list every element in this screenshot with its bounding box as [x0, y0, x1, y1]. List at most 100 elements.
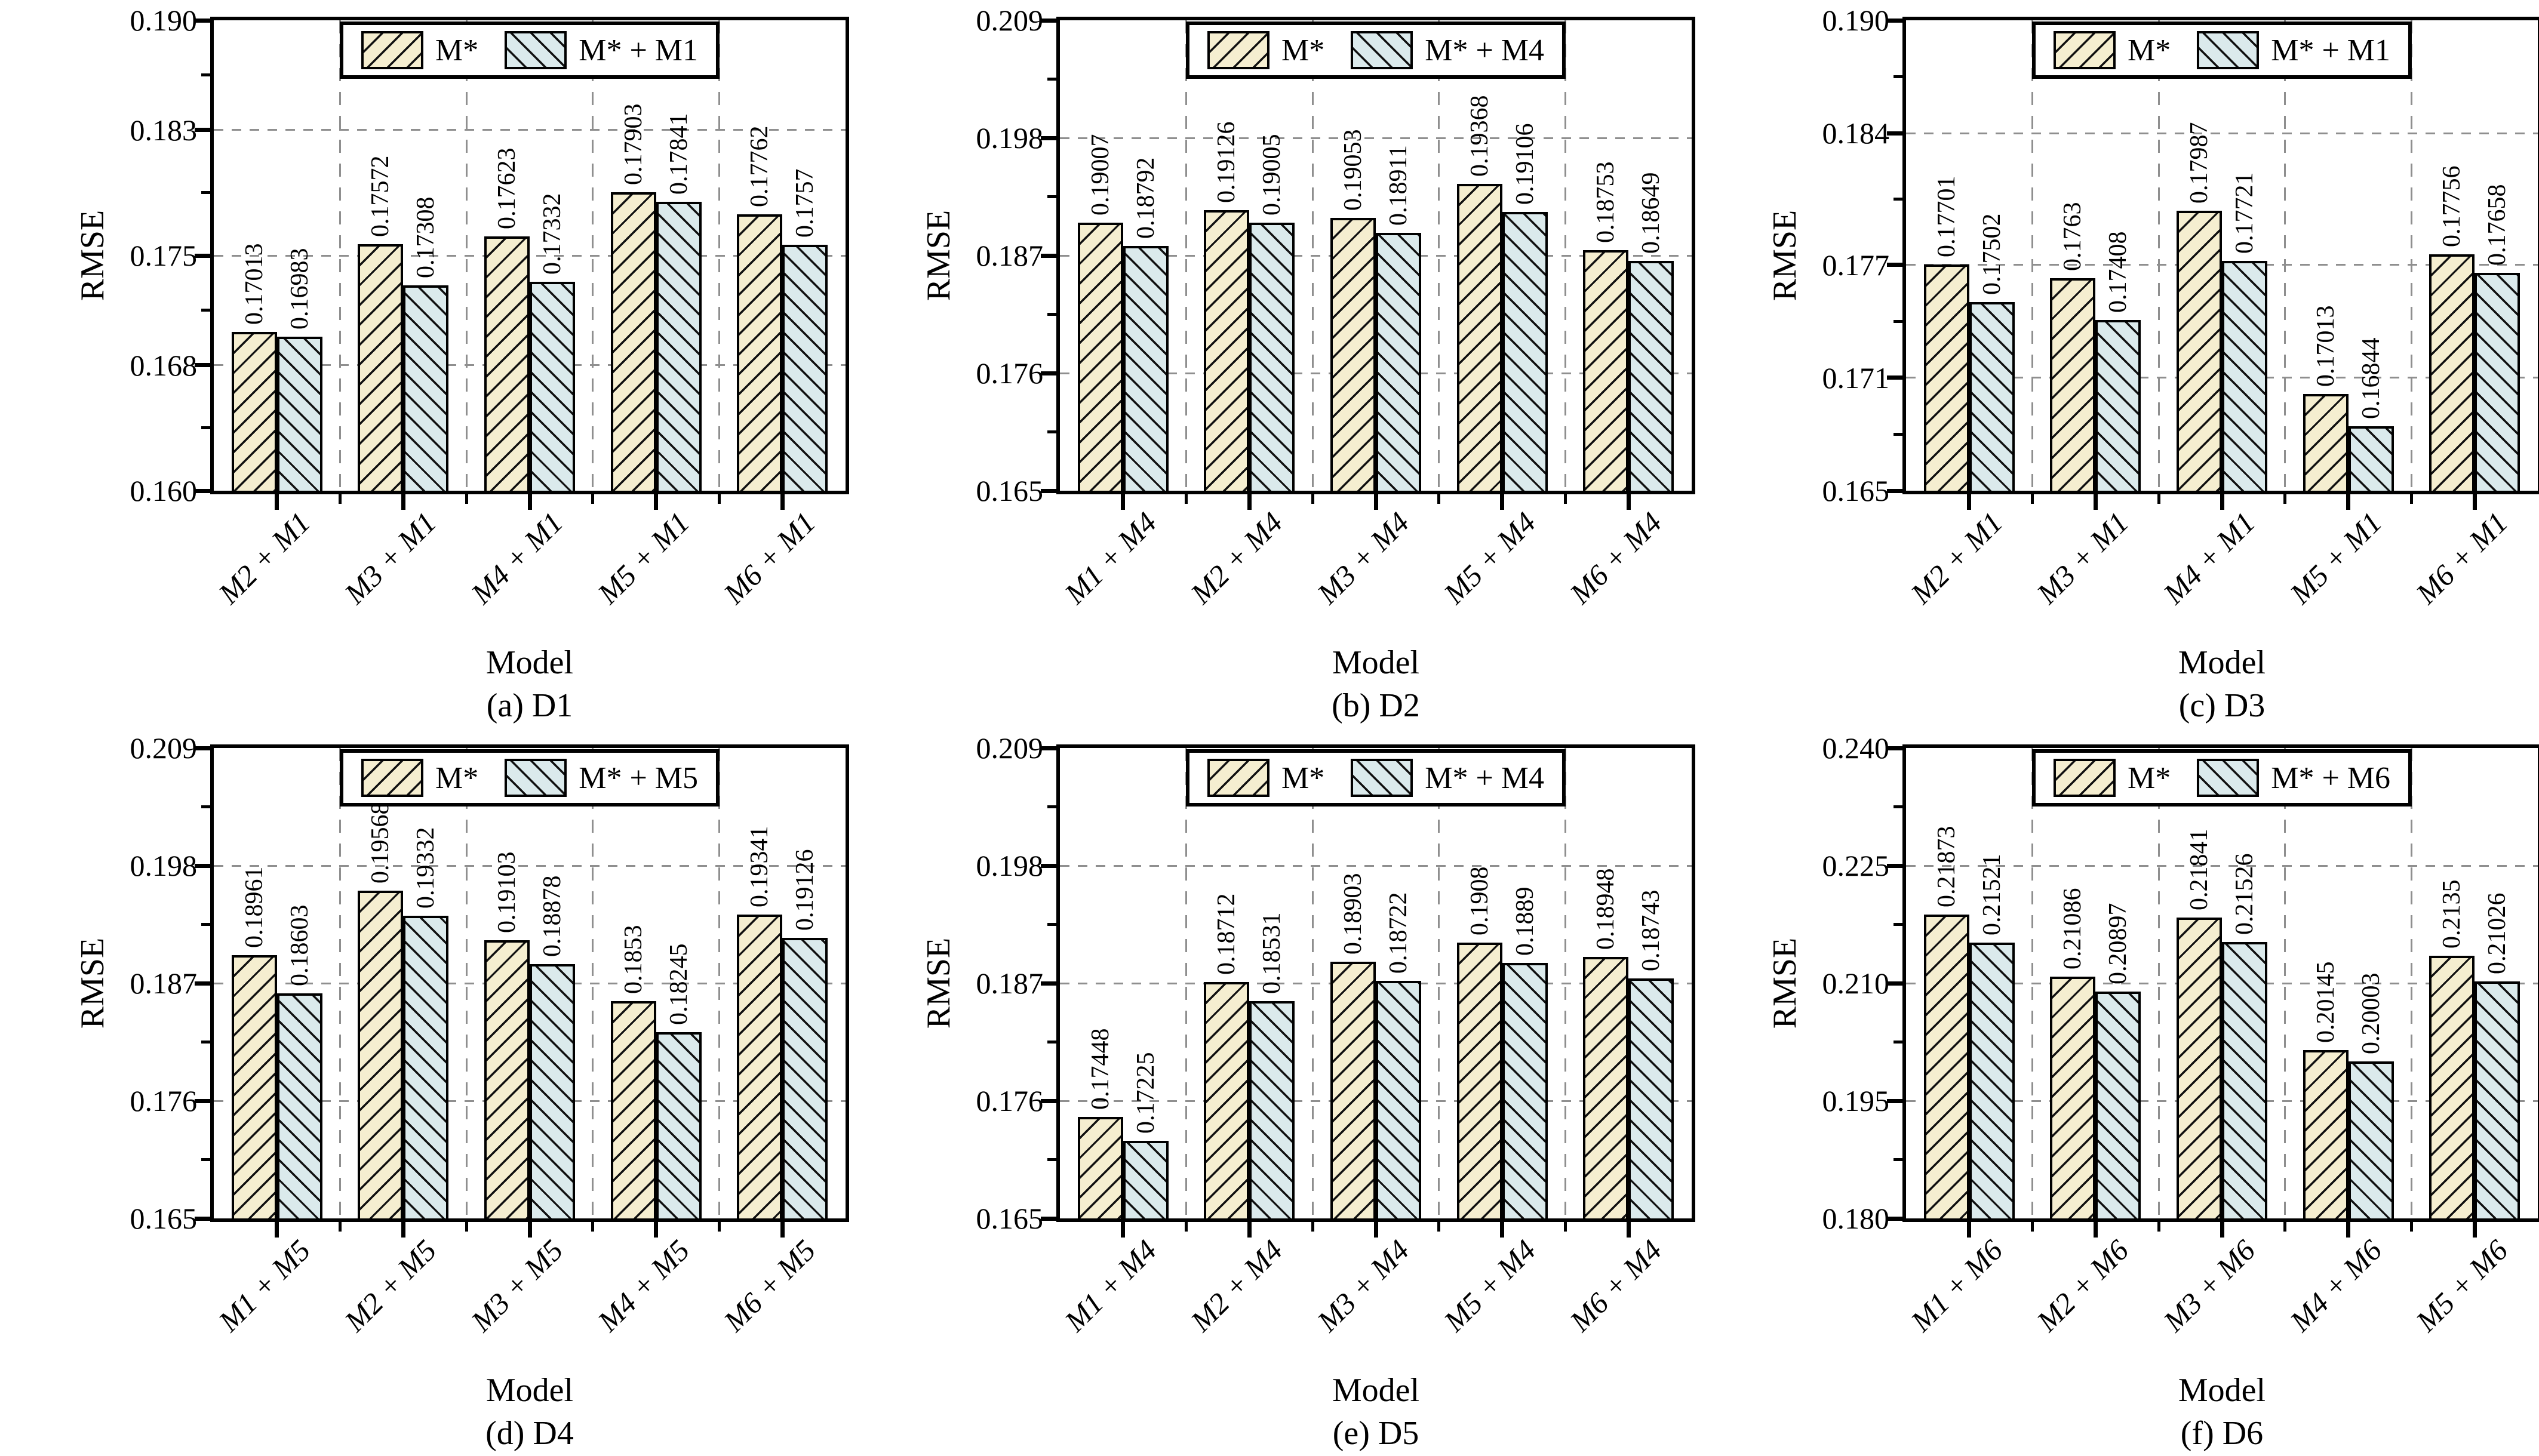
bar-value-label: 0.18743: [1637, 889, 1665, 972]
bar-series2-group3: [530, 964, 575, 1218]
bar-series1-group3: [2177, 917, 2222, 1218]
y-tick-label: 0.225: [1822, 849, 1890, 882]
x-tick-label: M2 + M6: [2030, 1233, 2135, 1338]
legend-label: M* + M4: [1425, 33, 1545, 67]
y-tick-label: 0.209: [130, 731, 198, 765]
bar-series2-group5: [1628, 978, 1674, 1218]
bar-series1-group4: [1456, 942, 1502, 1218]
y-minor-tick-mark: [201, 805, 210, 808]
legend-label: M*: [2127, 33, 2171, 67]
bar-value-label: 0.19103: [493, 851, 521, 933]
x-tick-label: M2 + M1: [211, 505, 317, 611]
x-tick-label: M5 + M6: [2409, 1233, 2515, 1338]
bar-series1-group2: [1204, 210, 1250, 491]
legend-label: M*: [1281, 761, 1325, 795]
legend: M* M* + M1: [2031, 21, 2412, 79]
x-tick-mark: [2346, 1222, 2351, 1238]
bar-value-label: 0.18712: [1213, 893, 1241, 975]
x-tick-mark: [1121, 1222, 1126, 1238]
bar-value-label: 0.19341: [746, 826, 774, 908]
bar-value-label: 0.1908: [1465, 866, 1493, 935]
y-tick-mark: [195, 746, 210, 750]
subplot-d: RMSE M* M* + M5 0.18961 0.18603 0.19568 0.19…: [0, 728, 849, 1456]
x-tick-mark: [527, 494, 532, 510]
bar-value-label: 0.18603: [285, 904, 313, 987]
x-tick-label: M2 + M4: [1184, 1233, 1289, 1338]
bar-value-label: 0.17013: [2311, 305, 2340, 387]
y-tick-mark: [195, 863, 210, 868]
y-tick-label: 0.195: [1822, 1084, 1890, 1118]
x-tick-label: M5 + M4: [1437, 505, 1542, 611]
legend: M* M* + M4: [1185, 21, 1566, 79]
x-tick-mark: [2472, 494, 2477, 510]
y-minor-tick-mark: [1894, 923, 1902, 926]
x-tick-mark: [1247, 1222, 1252, 1238]
bar-series1-group1: [1923, 264, 1969, 491]
hatch-swatch-forward-icon: [2053, 31, 2116, 69]
y-tick-label: 0.160: [130, 474, 198, 507]
bar-series1-group2: [1204, 981, 1250, 1218]
x-tick-mark: [1121, 494, 1126, 510]
legend-item-2: M* + M6: [2197, 759, 2390, 797]
x-tick-label: M1 + M5: [211, 1233, 317, 1338]
bar-series2-group3: [2222, 941, 2267, 1218]
hatch-swatch-backward-icon: [2197, 759, 2260, 797]
y-minor-tick-mark: [1894, 805, 1902, 808]
bar-series2-group2: [1249, 1001, 1295, 1218]
subplot-f: RMSE M* M* + M6 0.21873 0.21521 0.21086 0.20…: [1692, 728, 2539, 1456]
bar-series1-group5: [1583, 250, 1629, 491]
legend-label: M* + M5: [579, 761, 699, 795]
hatch-swatch-backward-icon: [1351, 31, 1413, 69]
bar-series2-group4: [1502, 962, 1548, 1218]
y-tick-label: 0.165: [1822, 474, 1890, 507]
x-tick-label: M3 + M4: [1310, 1233, 1416, 1338]
y-tick-label: 0.187: [976, 239, 1044, 272]
x-tick-mark: [275, 494, 279, 510]
y-tick-mark: [195, 1098, 210, 1103]
y-tick-mark: [195, 981, 210, 986]
y-tick-label: 0.165: [976, 474, 1044, 507]
y-tick-mark: [1887, 18, 1902, 23]
x-tick-label: M3 + M1: [338, 505, 443, 611]
legend-item-2: M* + M4: [1351, 31, 1544, 69]
y-minor-tick-mark: [1894, 1041, 1902, 1043]
x-minor-tick-mark: [2031, 1222, 2034, 1232]
bar-value-label: 0.2135: [2438, 879, 2466, 949]
x-minor-tick-mark: [1563, 494, 1567, 504]
y-tick-mark: [1887, 131, 1902, 136]
subplot-caption: (e) D5: [1332, 1415, 1419, 1452]
subplot-caption: (a) D1: [486, 687, 573, 724]
subplot-e: RMSE M* M* + M4 0.17448 0.17225 0.18712 0.18…: [846, 728, 1695, 1456]
bar-value-label: 0.19005: [1258, 134, 1286, 216]
x-tick-mark: [2093, 1222, 2098, 1238]
x-minor-tick-mark: [1437, 1222, 1441, 1232]
x-axis-title: Model: [485, 1372, 574, 1409]
gridline-vertical: [718, 748, 720, 1218]
bar-series1-group4: [1456, 184, 1502, 491]
gridline-horizontal: [1060, 864, 1692, 867]
x-tick-mark: [2472, 1222, 2477, 1238]
y-tick-mark: [195, 128, 210, 133]
bar-value-label: 0.20897: [2104, 903, 2132, 984]
x-minor-tick-mark: [1311, 1222, 1314, 1232]
y-tick-label: 0.198: [130, 849, 198, 882]
x-minor-tick-mark: [2409, 1222, 2413, 1232]
x-tick-label: M1 + M6: [1904, 1233, 2009, 1338]
y-tick-mark: [1041, 981, 1056, 986]
bar-value-label: 0.17756: [2438, 165, 2466, 248]
gridline-vertical: [1564, 20, 1566, 491]
legend-label: M* + M1: [579, 33, 699, 67]
y-minor-tick-mark: [201, 923, 210, 926]
y-minor-tick-mark: [1047, 78, 1056, 81]
y-tick-label: 0.176: [976, 356, 1044, 390]
bar-value-label: 0.18961: [240, 866, 268, 949]
y-tick-mark: [195, 363, 210, 368]
gridline-vertical: [2284, 748, 2286, 1218]
bar-value-label: 0.17841: [665, 113, 693, 195]
bar-series2-group3: [1376, 233, 1421, 491]
x-tick-mark: [654, 494, 659, 510]
bar-series1-group1: [1077, 1117, 1123, 1218]
y-tick-mark: [1041, 18, 1056, 23]
bar-series2-group4: [2348, 1061, 2394, 1218]
